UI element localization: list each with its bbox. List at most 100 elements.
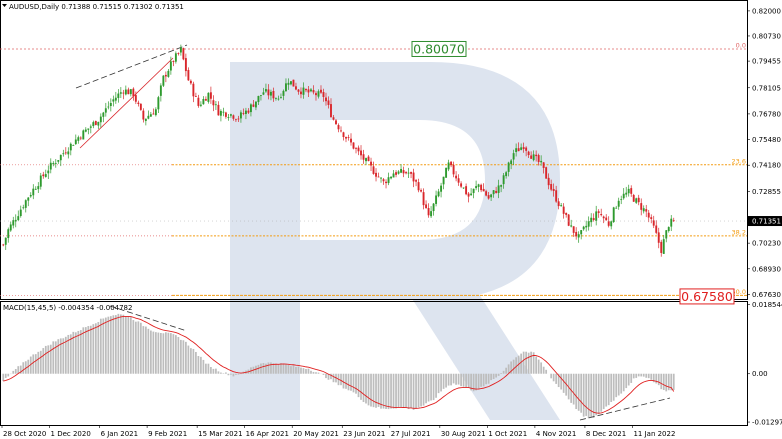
- candle: [44, 169, 47, 178]
- candle-body: [64, 152, 67, 154]
- candle-body: [360, 150, 362, 156]
- candle: [247, 108, 250, 114]
- candle: [189, 79, 192, 85]
- candle: [89, 124, 92, 134]
- candle: [485, 189, 488, 197]
- candle: [350, 133, 352, 146]
- candle: [162, 75, 165, 87]
- candle-body: [335, 120, 337, 125]
- candle: [402, 166, 405, 178]
- candle-body: [445, 167, 448, 178]
- candle: [19, 205, 22, 218]
- candle: [372, 161, 375, 175]
- candle: [630, 185, 633, 197]
- candle: [94, 120, 97, 126]
- candle-body: [552, 188, 555, 191]
- candle: [395, 170, 397, 178]
- candle-body: [460, 183, 463, 187]
- candle-body: [565, 212, 568, 215]
- candle: [139, 103, 142, 111]
- candle: [82, 129, 85, 140]
- candle-body: [182, 48, 185, 60]
- candle-body: [672, 220, 675, 222]
- candle-body: [87, 128, 90, 130]
- candle: [192, 81, 195, 103]
- candle: [522, 142, 525, 153]
- candle: [645, 204, 648, 218]
- candle-body: [267, 89, 270, 96]
- candle: [159, 83, 162, 102]
- candle: [390, 176, 392, 180]
- candle-body: [212, 100, 215, 106]
- candle: [320, 85, 322, 94]
- candle: [667, 226, 670, 233]
- candle: [307, 85, 310, 97]
- candle-body: [29, 194, 32, 197]
- candle-body: [112, 99, 115, 102]
- candle-body: [647, 212, 650, 218]
- candle: [622, 188, 625, 200]
- candle: [222, 107, 225, 117]
- candle-body: [187, 69, 190, 81]
- candle-body: [122, 92, 125, 94]
- candle: [577, 231, 580, 243]
- dropdown-triangle-icon[interactable]: [2, 4, 7, 7]
- candle-body: [542, 162, 545, 168]
- time-tick-label: 11 Jan 2022: [633, 430, 675, 438]
- candle-body: [89, 126, 92, 128]
- candle-body: [269, 91, 272, 96]
- candle: [637, 194, 640, 206]
- candle: [142, 108, 145, 123]
- candle-body: [432, 203, 435, 212]
- candle-body: [227, 117, 230, 118]
- candle-body: [440, 185, 443, 192]
- candle: [87, 128, 90, 135]
- candle: [204, 96, 207, 101]
- candle-body: [625, 192, 628, 195]
- candle-body: [237, 118, 240, 120]
- candle-body: [355, 148, 357, 149]
- candle: [102, 111, 105, 123]
- candle-body: [282, 90, 285, 96]
- candle: [550, 179, 553, 192]
- candle: [224, 111, 227, 119]
- candle-body: [437, 191, 440, 197]
- candle: [119, 87, 122, 98]
- candle: [515, 143, 518, 157]
- candle-body: [295, 86, 297, 90]
- candle-body: [72, 145, 75, 146]
- candle-body: [592, 218, 595, 220]
- candle: [257, 95, 260, 105]
- watermark-logo: [230, 62, 560, 420]
- candle-body: [320, 89, 322, 93]
- candle-body: [39, 175, 42, 187]
- candle-body: [610, 221, 613, 227]
- candle: [182, 47, 185, 61]
- annotation-box: [679, 288, 735, 305]
- candle-body: [567, 214, 570, 226]
- candle: [24, 199, 27, 213]
- candle: [517, 142, 520, 152]
- candle: [635, 197, 638, 205]
- candle-body: [327, 100, 330, 105]
- candle: [317, 89, 320, 99]
- candle: [39, 172, 42, 190]
- candle: [417, 178, 420, 193]
- candle: [437, 188, 440, 198]
- candle-body: [4, 237, 7, 245]
- candle-body: [42, 174, 45, 177]
- candle: [219, 109, 222, 122]
- macd-tick-label: -0.012977: [752, 419, 782, 427]
- candle-body: [325, 97, 327, 102]
- candle: [427, 203, 430, 218]
- candle-body: [637, 197, 640, 203]
- candle: [362, 149, 365, 164]
- candle-body: [590, 217, 593, 223]
- candle: [482, 183, 485, 192]
- candle: [520, 143, 523, 151]
- candle-body: [117, 93, 120, 99]
- candle: [620, 195, 623, 205]
- price-tick-label: 0.70230: [752, 240, 781, 248]
- candle-body: [167, 70, 170, 77]
- candle-body: [615, 207, 618, 209]
